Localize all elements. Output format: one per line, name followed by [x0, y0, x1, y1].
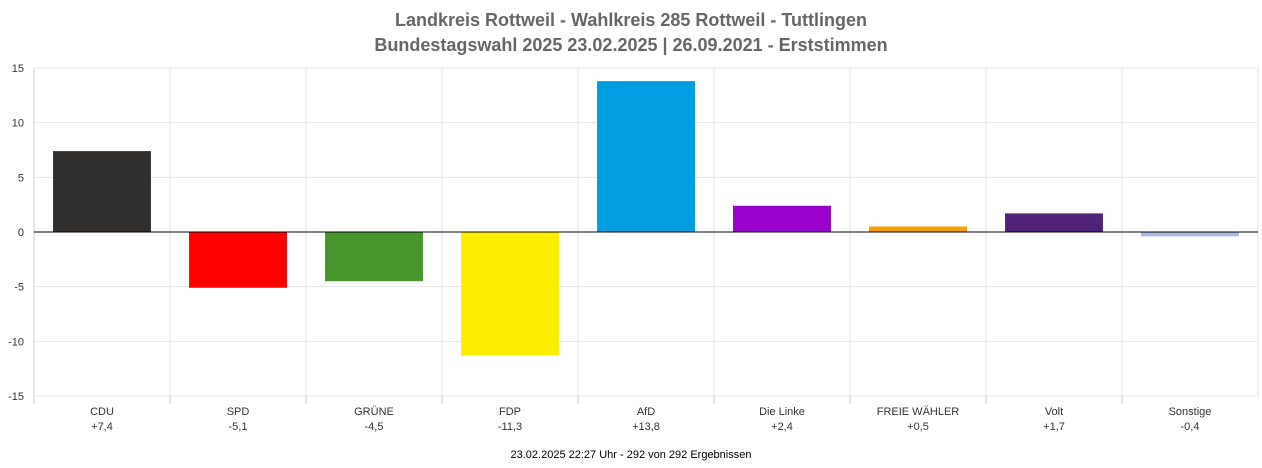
x-tick-label: SPD	[227, 406, 250, 418]
x-tick-label: AfD	[637, 406, 655, 418]
bar-grüne	[325, 232, 423, 282]
data-label: -4,5	[365, 421, 384, 433]
x-tick-label: FDP	[499, 406, 521, 418]
y-tick-label: 15	[12, 63, 24, 75]
x-tick-label: GRÜNE	[354, 406, 394, 418]
bar-spd	[189, 232, 287, 288]
x-tick-label: Die Linke	[759, 406, 805, 418]
chart-subtitle: Bundestagswahl 2025 23.02.2025 | 26.09.2…	[374, 35, 888, 55]
bar-afd	[597, 81, 695, 233]
data-label: +13,8	[632, 421, 660, 433]
x-tick-label: Volt	[1045, 406, 1063, 418]
data-label: +1,7	[1043, 421, 1065, 433]
data-label: +7,4	[91, 421, 113, 433]
y-tick-label: 0	[18, 227, 24, 239]
y-tick-label: -5	[14, 282, 24, 294]
data-label: -5,1	[229, 421, 248, 433]
data-label: +0,5	[907, 421, 929, 433]
y-tick-label: 5	[18, 172, 24, 184]
bar-fdp	[461, 232, 559, 356]
chart-title: Landkreis Rottweil - Wahlkreis 285 Rottw…	[394, 10, 868, 30]
x-tick-label: CDU	[90, 406, 114, 418]
y-tick-label: 10	[12, 118, 24, 130]
data-label: -11,3	[498, 421, 522, 433]
data-label: +2,4	[771, 421, 793, 433]
bar-cdu	[53, 151, 151, 232]
results-footer: 23.02.2025 22:27 Uhr - 292 von 292 Ergeb…	[510, 449, 752, 461]
bar-die-linke	[733, 205, 831, 232]
bar-volt	[1005, 213, 1103, 232]
x-tick-label: Sonstige	[1169, 406, 1212, 418]
y-tick-label: -15	[8, 391, 24, 403]
bar-sonstige	[1141, 232, 1239, 237]
data-label: -0,4	[1181, 421, 1200, 433]
bar-freie-wähler	[869, 226, 967, 232]
y-tick-label: -10	[8, 336, 24, 348]
x-tick-label: FREIE WÄHLER	[877, 406, 960, 418]
